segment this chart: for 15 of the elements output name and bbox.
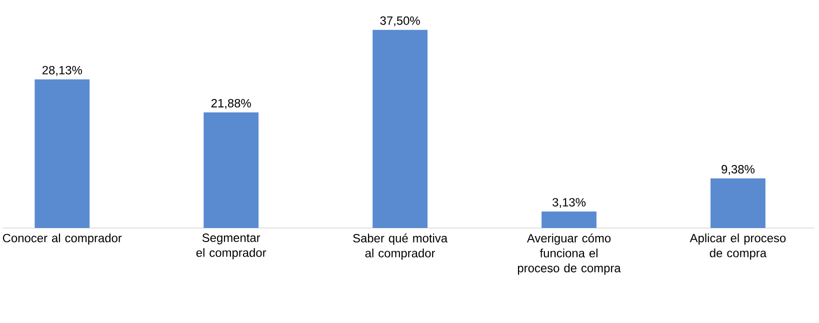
data-label: 9,38% xyxy=(722,165,754,175)
data-label: 28,13% xyxy=(42,66,82,76)
bar xyxy=(34,79,90,228)
x-tick-label: Aplicar el proceso de compra xyxy=(690,234,786,260)
bar xyxy=(372,30,428,228)
x-tick-label: Conocer al comprador xyxy=(2,234,122,245)
bar xyxy=(542,211,596,228)
data-label: 21,88% xyxy=(211,98,251,109)
data-label: 37,50% xyxy=(380,16,420,26)
data-label: 3,13% xyxy=(552,198,586,208)
bar xyxy=(204,112,259,228)
x-tick-label: Segmentar el comprador xyxy=(196,234,266,260)
bar xyxy=(710,178,766,228)
x-tick-label: Saber qué motiva al comprador xyxy=(353,234,448,260)
x-tick-label: Averiguar cómo funciona el proceso de compra xyxy=(518,234,621,275)
